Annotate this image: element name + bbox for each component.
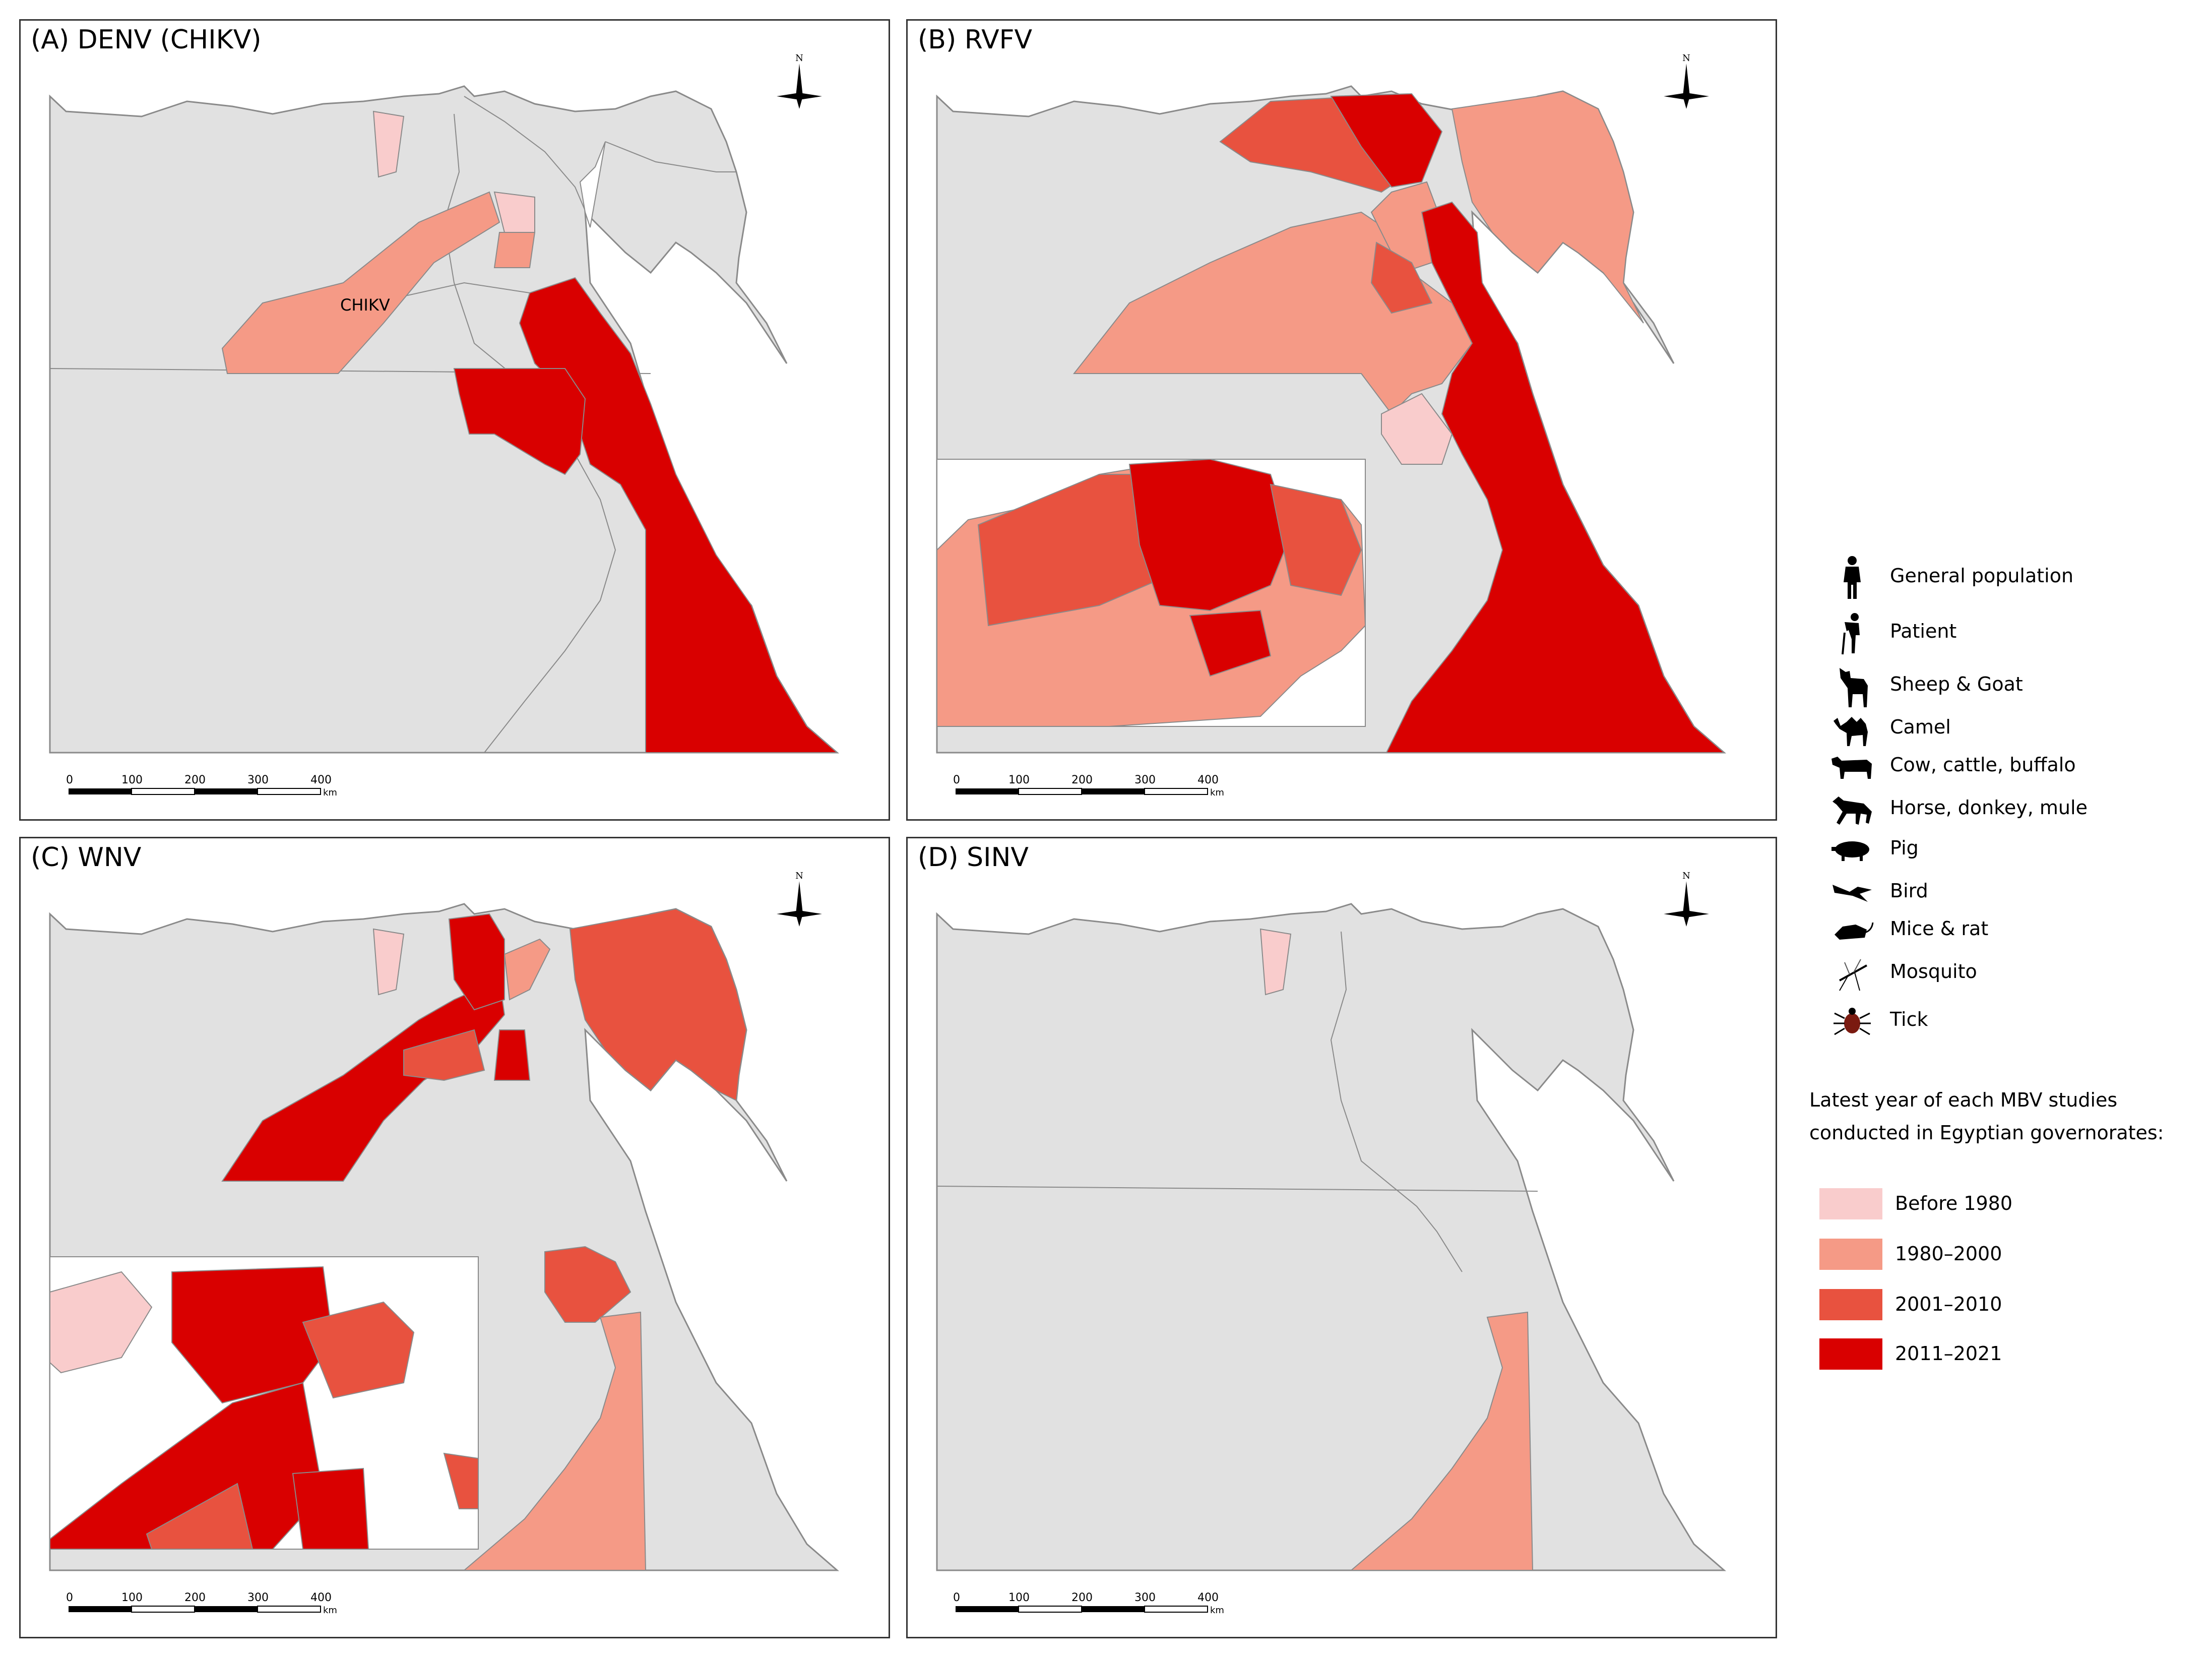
panel-c-wnv: (C) WNV N 0 100 200 300 400 km	[19, 837, 890, 1638]
swatch	[1819, 1338, 1882, 1370]
svg-text:N: N	[795, 53, 803, 64]
svg-text:0: 0	[953, 1592, 960, 1604]
tick-icon	[1834, 1008, 1871, 1035]
legend-color-title: Latest year of each MBV studies conducte…	[1809, 1089, 2164, 1144]
egypt-map	[49, 903, 840, 1571]
panel-title: (B) RVFV	[918, 25, 1033, 55]
svg-text:400: 400	[310, 774, 332, 786]
svg-text:N: N	[795, 871, 803, 881]
camel-icon	[1834, 717, 1868, 746]
panel-d-sinv: (D) SINV N 0 100 200 300 400 km	[906, 837, 1777, 1638]
swatch	[1819, 1239, 1882, 1270]
legend-item-mosquito: Mosquito	[1809, 950, 2192, 996]
svg-text:N: N	[1682, 871, 1690, 881]
rat-icon	[1835, 922, 1874, 940]
svg-text:200: 200	[184, 774, 206, 786]
north-arrow-icon: N	[777, 53, 822, 109]
svg-text:0: 0	[953, 774, 960, 786]
sheep-goat-icon	[1840, 668, 1868, 707]
north-arrow-icon: N	[1664, 53, 1709, 109]
legend-item-pig: Pig	[1809, 827, 2192, 872]
north-arrow-icon: N	[1664, 871, 1709, 927]
panel-title: (D) SINV	[918, 842, 1029, 873]
patient-icon	[1842, 613, 1860, 655]
bird-icon	[1832, 885, 1872, 902]
map-legend: General population Patient Sheep & Goat …	[1809, 555, 2207, 1412]
legend-item-rat: Mice & rat	[1809, 907, 2192, 953]
svg-text:km: km	[1210, 1605, 1224, 1616]
svg-text:300: 300	[1134, 1592, 1156, 1604]
svg-text:0: 0	[66, 774, 73, 786]
svg-text:300: 300	[247, 774, 269, 786]
panel-b-rvfv: (B) RVFV N 0 100 200 300 400 km	[906, 19, 1777, 821]
svg-text:200: 200	[1071, 774, 1093, 786]
legend-item-bird: Bird	[1809, 870, 2192, 915]
svg-text:100: 100	[1008, 774, 1030, 786]
svg-text:100: 100	[121, 774, 143, 786]
horse-icon	[1832, 796, 1872, 825]
egypt-map	[936, 85, 1727, 754]
svg-text:300: 300	[247, 1592, 269, 1604]
panel-title: (C) WNV	[31, 842, 142, 873]
svg-text:200: 200	[184, 1592, 206, 1604]
mosquito-icon	[1839, 959, 1867, 991]
svg-text:400: 400	[1197, 1592, 1219, 1604]
svg-text:100: 100	[121, 1592, 143, 1604]
swatch	[1819, 1188, 1882, 1219]
legend-item-cow: Cow, cattle, buffalo	[1809, 744, 2192, 789]
swatch	[1819, 1289, 1882, 1320]
legend-item-sheep-goat: Sheep & Goat	[1809, 663, 2192, 708]
svg-text:400: 400	[1197, 774, 1219, 786]
legend-item-patient: Patient	[1809, 610, 2192, 655]
egypt-map: CHIKV	[49, 85, 840, 754]
svg-text:km: km	[323, 1605, 337, 1616]
svg-text:0: 0	[66, 1592, 73, 1604]
svg-text:km: km	[1210, 787, 1224, 798]
person-icon	[1844, 556, 1861, 599]
panel-title: (A) DENV (CHIKV)	[31, 25, 262, 55]
scale-bar: 0 100 200 300 400 km	[66, 1592, 337, 1616]
svg-text:km: km	[323, 787, 337, 798]
legend-item-camel: Camel	[1809, 706, 2192, 751]
svg-text:N: N	[1682, 53, 1690, 64]
legend-item-general-population: General population	[1809, 555, 2192, 600]
scale-bar: 0 100 200 300 400 km	[953, 1592, 1224, 1616]
scale-bar: 0 100 200 300 400 km	[66, 774, 337, 798]
cow-icon	[1831, 757, 1872, 779]
svg-text:100: 100	[1008, 1592, 1030, 1604]
legend-item-horse: Horse, donkey, mule	[1809, 786, 2192, 832]
svg-text:400: 400	[310, 1592, 332, 1604]
egypt-map	[936, 903, 1727, 1571]
panel-a-denv: (A) DENV (CHIKV) CHIKV N 0 100 200 300 4…	[19, 19, 890, 821]
legend-item-tick: Tick	[1809, 998, 2192, 1044]
scale-bar: 0 100 200 300 400 km	[953, 774, 1224, 798]
north-arrow-icon: N	[777, 871, 822, 927]
pig-icon	[1831, 841, 1869, 861]
chikv-label: CHIKV	[340, 295, 390, 315]
svg-text:200: 200	[1071, 1592, 1093, 1604]
svg-text:300: 300	[1134, 774, 1156, 786]
